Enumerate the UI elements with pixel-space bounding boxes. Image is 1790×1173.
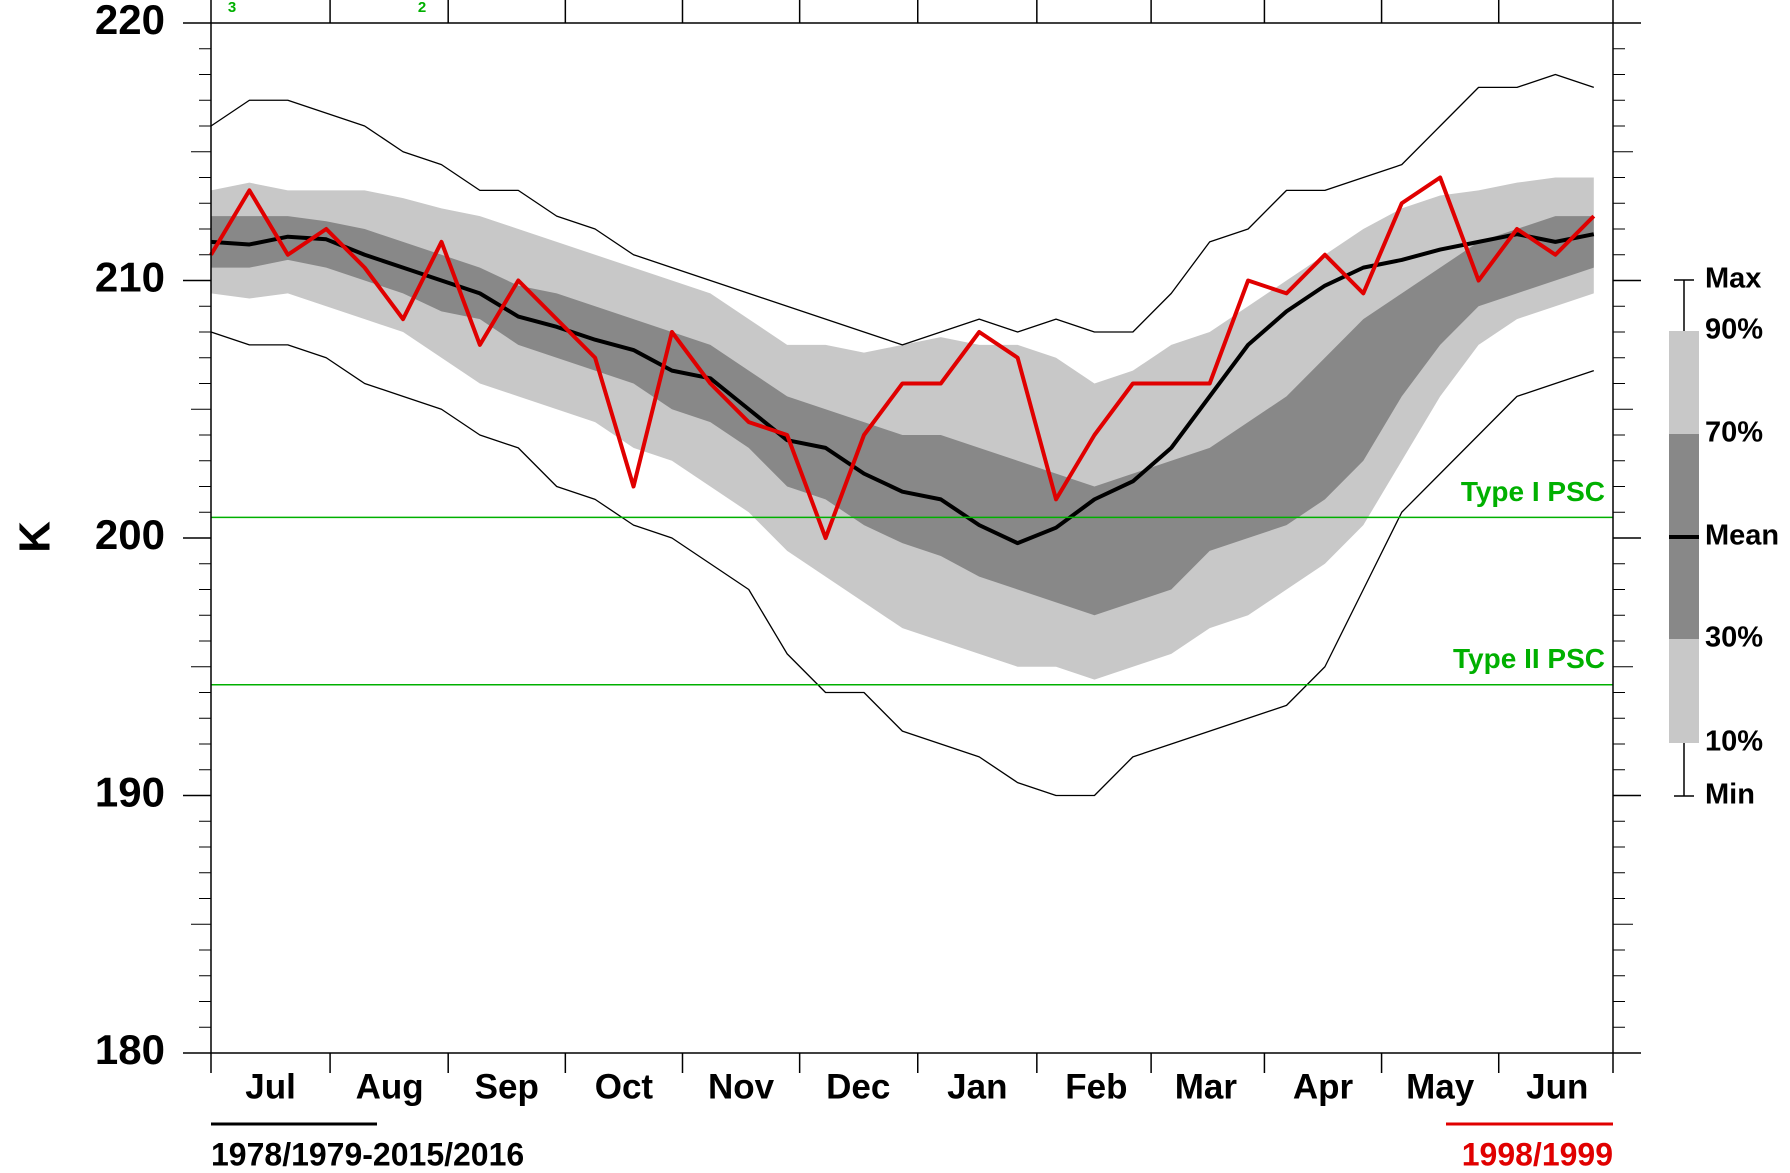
y-tick-label: 200 — [95, 511, 165, 558]
x-tick-label: Jan — [947, 1067, 1007, 1106]
x-tick-label: Apr — [1293, 1067, 1354, 1106]
annotation: 2 — [418, 0, 426, 16]
x-tick-label: Aug — [356, 1067, 424, 1106]
y-tick-label: 210 — [95, 254, 165, 301]
x-tick-label: Mar — [1175, 1067, 1238, 1106]
legend-label: Mean — [1705, 520, 1779, 552]
max-line — [210, 73, 1594, 346]
x-tick-label: Sep — [475, 1067, 539, 1106]
legend-label: 30% — [1705, 622, 1763, 654]
y-tick-label: 180 — [95, 1026, 165, 1073]
legend-label: 10% — [1705, 726, 1763, 758]
x-tick-label: Oct — [595, 1067, 654, 1106]
band-30-70 — [211, 216, 1594, 616]
annotation: 3 — [228, 0, 236, 16]
period-label: 1978/1979-2015/2016 — [211, 1136, 524, 1172]
year-line — [209, 175, 1596, 540]
x-tick-label: Feb — [1065, 1067, 1127, 1106]
legend-label: 90% — [1705, 314, 1763, 346]
x-tick-label: Jun — [1526, 1067, 1588, 1106]
x-tick-label: Nov — [708, 1067, 775, 1106]
x-tick-label: May — [1406, 1067, 1475, 1106]
legend-label: Min — [1705, 779, 1755, 811]
psc-label: Type II PSC — [1453, 643, 1605, 674]
y-tick-label: 220 — [95, 0, 165, 43]
x-tick-label: Dec — [826, 1067, 890, 1106]
x-tick-label: Jul — [245, 1067, 296, 1106]
psc-label: Type I PSC — [1461, 476, 1605, 507]
legend-label: 70% — [1705, 417, 1763, 449]
year-label: 1998/1999 — [1462, 1136, 1613, 1172]
legend-label: Max — [1705, 263, 1761, 295]
mean-line — [210, 232, 1595, 546]
y-tick-label: 190 — [95, 769, 165, 816]
min-line — [210, 331, 1594, 797]
y-axis-label: K — [11, 521, 60, 553]
